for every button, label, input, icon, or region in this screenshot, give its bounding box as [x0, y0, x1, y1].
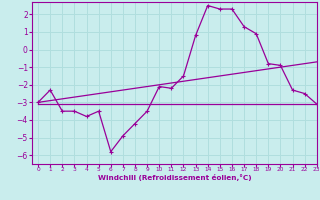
- X-axis label: Windchill (Refroidissement éolien,°C): Windchill (Refroidissement éolien,°C): [98, 174, 251, 181]
